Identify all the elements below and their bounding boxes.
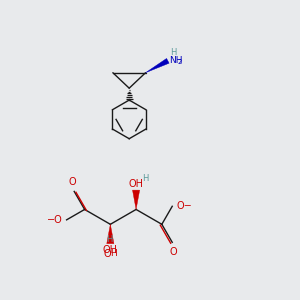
- Text: O−: O−: [176, 201, 192, 211]
- Polygon shape: [146, 58, 169, 73]
- Text: OH: OH: [129, 178, 144, 189]
- Text: O: O: [170, 247, 178, 257]
- Text: 2: 2: [177, 59, 182, 65]
- Text: OH: OH: [103, 245, 118, 255]
- Text: H: H: [110, 249, 117, 258]
- Text: H: H: [170, 48, 176, 57]
- Text: NH: NH: [169, 56, 183, 65]
- Polygon shape: [107, 224, 114, 244]
- Text: H: H: [106, 235, 112, 244]
- Text: H: H: [142, 174, 148, 183]
- Polygon shape: [133, 190, 140, 209]
- Text: O: O: [69, 177, 76, 187]
- Text: O: O: [103, 249, 111, 259]
- Text: −O: −O: [47, 215, 63, 225]
